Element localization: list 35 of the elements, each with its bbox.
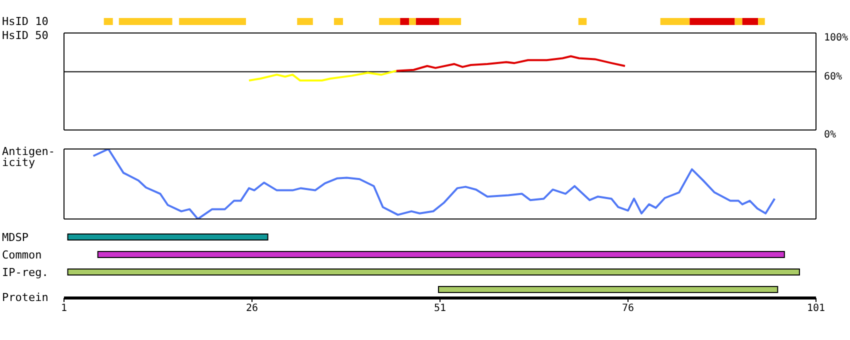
y-tick-label: 0% [824, 130, 836, 141]
bar [438, 286, 778, 293]
bar [439, 18, 462, 25]
bar [118, 18, 172, 25]
y-axis-title: HsID 50 [2, 29, 48, 42]
x-tick-label: 76 [622, 303, 634, 314]
y-tick-label: Common [2, 248, 42, 262]
bar [400, 18, 410, 25]
bar [97, 251, 785, 258]
x-tick-label: 51 [434, 303, 446, 314]
bar [416, 18, 440, 25]
bar [578, 18, 587, 25]
y-tick-label: IP-reg. [2, 266, 48, 279]
bar [334, 18, 343, 25]
y-tick-label: 60% [824, 71, 842, 82]
y-axis-title: Antigen- icity [2, 145, 55, 169]
y-tick-label: HsID 10 [2, 15, 48, 28]
bar [179, 18, 246, 25]
y-tick-label: 100% [824, 32, 848, 44]
bar [104, 18, 113, 25]
y-tick-label: MDSP [2, 230, 29, 244]
bar [734, 18, 742, 25]
bar [690, 18, 735, 25]
bar [297, 18, 313, 25]
bar [409, 18, 416, 25]
bar [758, 18, 765, 25]
bar [742, 18, 758, 25]
x-tick-label: 101 [806, 303, 826, 314]
bar [67, 234, 268, 240]
x-tick-label: 1 [60, 303, 68, 314]
bar [379, 18, 400, 25]
bar [660, 18, 690, 25]
x-axis-title: Protein [2, 291, 48, 304]
bar [67, 268, 800, 276]
x-tick-label: 26 [246, 303, 258, 314]
